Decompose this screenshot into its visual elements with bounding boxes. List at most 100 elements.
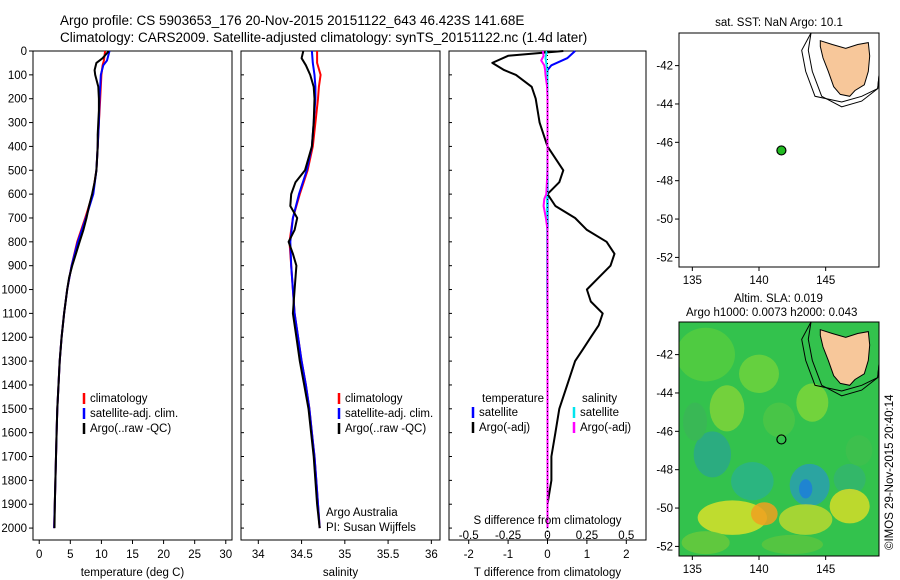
depth-contour-2000 — [801, 33, 879, 103]
legend-label: satellite-adj. clim. — [345, 408, 433, 420]
y-tick-label: -46 — [656, 137, 673, 149]
sla-anomaly-patch — [779, 504, 833, 535]
sla-map-title-line2: Argo h1000: 0.0073 h2000: 0.043 — [686, 307, 857, 319]
x-tick-label: 145 — [816, 564, 835, 576]
x-tick-label: 15 — [126, 549, 139, 561]
x-tick-label: 135 — [683, 275, 702, 287]
sla-anomaly-patch — [763, 402, 795, 438]
series-line-t-argo-adj- — [491, 50, 616, 529]
sla-anomaly-patch — [751, 502, 778, 526]
tasmania-landmass — [819, 40, 871, 97]
y-tick-label: -50 — [656, 503, 673, 515]
legend-label: Argo(-adj) — [479, 422, 530, 434]
sla-anomaly-patch — [799, 479, 813, 499]
x-tick-label: 0 — [544, 549, 550, 561]
top-tick-label: 0.25 — [576, 530, 598, 542]
sla-map-panel: 135 140 145 -42 -44 -46 -48 -50 -52 Altim. SLA: 0… — [656, 293, 880, 576]
top-tick-label: -0.25 — [495, 530, 521, 542]
legend-label: satellite — [479, 407, 518, 419]
y-tick-label: 900 — [8, 261, 27, 273]
sst-map-content — [776, 33, 879, 156]
x-tick-label: 0 — [36, 549, 42, 561]
figure-title-line1: Argo profile: CS 5903653_176 20-Nov-2015… — [60, 13, 525, 28]
x-tick-label: 1 — [584, 549, 590, 561]
x-tick-label: 25 — [188, 549, 201, 561]
sla-anomaly-patch — [681, 531, 730, 555]
x-tick-label: 2 — [623, 549, 629, 561]
y-tick-label: 600 — [8, 189, 27, 201]
y-tick-label: 1500 — [1, 404, 27, 416]
y-tick-label: 400 — [8, 141, 27, 153]
sla-anomaly-patch — [731, 462, 774, 501]
sla-anomaly-patch — [845, 435, 873, 466]
salinity-profile-frame — [240, 50, 441, 541]
x-tick-label: 5 — [67, 549, 73, 561]
sla-anomaly-patch — [796, 383, 829, 422]
legend-title-salinity: salinity — [582, 393, 617, 405]
y-tick-label: 700 — [8, 213, 27, 225]
series-line-argo — [53, 50, 110, 529]
y-tick-label: 500 — [8, 165, 27, 177]
figure-title-line2: Climatology: CARS2009. Satellite-adjuste… — [60, 30, 588, 45]
top-axis-label: S difference from climatology — [473, 515, 621, 527]
x-tick-label: 10 — [95, 549, 108, 561]
legend-label: climatology — [90, 393, 148, 405]
y-tick-label: 1600 — [1, 428, 27, 440]
y-tick-label: -52 — [656, 252, 673, 264]
y-tick-label: 300 — [8, 118, 27, 130]
depth-contour-1000 — [807, 33, 879, 108]
y-tick-label: -46 — [656, 426, 673, 438]
x-axis-label: salinity — [323, 567, 358, 579]
sla-anomaly-patch — [829, 488, 870, 524]
y-tick-label: -48 — [656, 465, 673, 477]
y-tick-label: 0 — [21, 46, 27, 58]
sla-anomaly-patch — [679, 327, 735, 382]
tasmania-landmass — [819, 329, 871, 386]
y-tick-label: 2000 — [1, 523, 27, 535]
top-tick-label: 0 — [544, 530, 550, 542]
y-tick-label: 1000 — [1, 285, 27, 297]
series-line-s-argo-adj- — [540, 50, 549, 529]
x-tick-label: 35.5 — [377, 549, 399, 561]
salinity-profile-panel: 34 34.5 35 35.5 36 salinity climatology satelli… — [240, 50, 441, 579]
sla-anomaly-patch — [683, 402, 707, 441]
x-tick-label: 20 — [157, 549, 170, 561]
sla-anomaly-patch — [833, 463, 866, 495]
y-tick-label: -52 — [656, 541, 673, 553]
temperature-profile-panel: 0100200300400500600700800900100011001200… — [1, 46, 233, 579]
top-tick-label: 0.5 — [618, 530, 634, 542]
annotation-pi: PI: Susan Wijffels — [326, 522, 416, 534]
annotation-argo-australia: Argo Australia — [326, 507, 398, 519]
series-line-argo — [287, 50, 321, 529]
y-tick-label: -50 — [656, 214, 673, 226]
y-tick-label: 1400 — [1, 380, 27, 392]
sst-map-title: sat. SST: NaN Argo: 10.1 — [715, 17, 843, 29]
legend-label: Argo(..raw -QC) — [345, 423, 426, 435]
sst-map-frame — [678, 32, 880, 268]
imos-credit: ©IMOS 29-Nov-2015 20:40:14 — [884, 394, 896, 550]
legend-label: Argo(..raw -QC) — [90, 423, 171, 435]
sla-map-content — [679, 322, 879, 556]
y-tick-label: -44 — [656, 388, 673, 400]
y-tick-label: 1700 — [1, 452, 27, 464]
y-tick-label: -42 — [656, 350, 673, 362]
legend-label: satellite — [580, 407, 619, 419]
sla-anomaly-patch — [709, 385, 745, 432]
x-tick-label: -1 — [503, 549, 513, 561]
y-tick-label: 100 — [8, 70, 27, 82]
top-tick-label: -0.5 — [459, 530, 479, 542]
x-tick-label: 30 — [219, 549, 232, 561]
x-tick-label: 145 — [816, 275, 835, 287]
temperature-profile-frame — [32, 50, 233, 541]
x-tick-label: 34.5 — [290, 549, 312, 561]
y-tick-label: 1800 — [1, 475, 27, 487]
sla-map-title-line1: Altim. SLA: 0.019 — [734, 293, 823, 305]
sla-anomaly-patch — [761, 534, 823, 555]
x-tick-label: 34 — [252, 549, 265, 561]
x-tick-label: -2 — [464, 549, 474, 561]
difference-profile-panel: -2 -1 0 1 2T difference from climatology -0.5… — [448, 50, 647, 579]
y-tick-label: 200 — [8, 94, 27, 106]
sst-map-panel: 135 140 145 -42 -44 -46 -48 -50 -52 sat. SST: NaN… — [656, 17, 880, 287]
imos-credit-text: ©IMOS 29-Nov-2015 20:40:14 — [884, 394, 896, 550]
